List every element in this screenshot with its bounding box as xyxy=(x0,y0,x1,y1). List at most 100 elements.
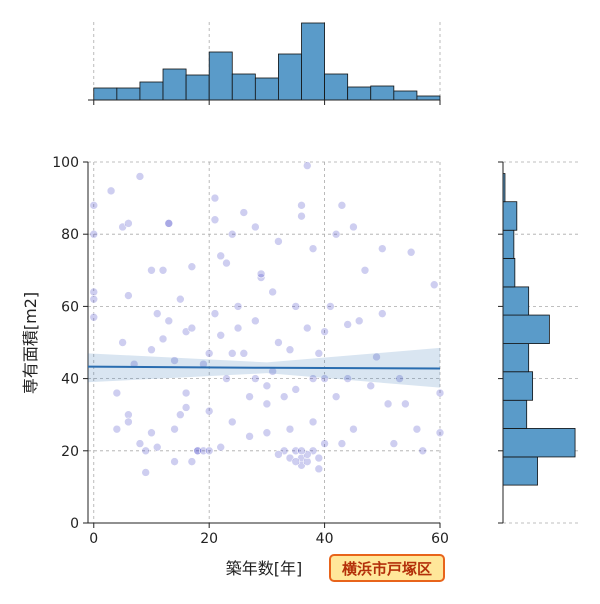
point xyxy=(401,399,410,409)
point xyxy=(245,392,254,401)
point xyxy=(308,374,318,383)
point xyxy=(210,215,220,225)
point xyxy=(291,385,301,394)
x-tick-label: 40 xyxy=(316,531,334,547)
point xyxy=(216,251,226,261)
point xyxy=(89,312,99,322)
point xyxy=(135,172,145,181)
histogram-bar xyxy=(162,68,187,101)
point xyxy=(170,457,179,466)
histogram-bar xyxy=(301,22,325,101)
x-tick-label: 60 xyxy=(431,531,449,547)
point xyxy=(302,161,312,170)
point xyxy=(112,424,122,434)
histogram-bar xyxy=(393,90,418,101)
point xyxy=(147,345,156,355)
point xyxy=(291,302,301,311)
point xyxy=(274,450,283,459)
point xyxy=(377,244,387,253)
point xyxy=(262,428,272,438)
point xyxy=(239,349,249,358)
point xyxy=(302,323,312,333)
histogram-bar xyxy=(370,85,395,101)
point xyxy=(251,222,260,232)
point xyxy=(395,374,404,383)
point xyxy=(170,356,179,365)
point xyxy=(274,237,283,246)
point xyxy=(124,291,133,300)
point xyxy=(268,287,277,297)
point xyxy=(297,446,306,456)
point xyxy=(181,403,191,412)
point xyxy=(89,229,99,239)
point xyxy=(256,273,266,282)
point xyxy=(435,388,445,398)
point xyxy=(429,280,439,290)
y-tick-label: 80 xyxy=(61,227,79,243)
point xyxy=(251,374,260,383)
point xyxy=(418,446,427,456)
point xyxy=(314,453,324,463)
point xyxy=(222,258,231,268)
point xyxy=(204,349,214,358)
point xyxy=(274,338,283,347)
point xyxy=(124,219,133,228)
point xyxy=(297,201,306,210)
point xyxy=(308,244,318,253)
histogram-bar xyxy=(231,73,256,101)
point xyxy=(337,439,347,448)
point xyxy=(320,327,329,336)
point xyxy=(222,374,231,383)
point xyxy=(285,424,295,434)
point xyxy=(187,323,197,333)
point xyxy=(320,439,329,448)
point xyxy=(412,424,422,434)
point xyxy=(158,334,168,344)
point xyxy=(164,316,174,326)
point xyxy=(343,374,352,383)
histogram-bar xyxy=(502,343,530,373)
y-tick-label: 0 xyxy=(70,516,79,532)
point xyxy=(435,428,445,438)
histogram-bar xyxy=(254,77,279,101)
point xyxy=(256,269,266,279)
x-axis-label: 築年数[年] xyxy=(226,559,303,578)
point xyxy=(279,392,289,401)
point xyxy=(176,410,185,420)
point xyxy=(383,399,393,409)
point xyxy=(349,222,358,232)
y-tick-label: 20 xyxy=(61,444,79,460)
point xyxy=(176,294,185,304)
point xyxy=(89,294,99,304)
point xyxy=(216,330,226,340)
histogram-bar xyxy=(502,399,528,429)
y-tick-label: 40 xyxy=(61,372,79,388)
point xyxy=(302,457,312,466)
point xyxy=(239,208,249,217)
point xyxy=(204,446,214,456)
histogram-bar xyxy=(347,86,372,101)
point xyxy=(216,442,226,452)
point xyxy=(331,392,341,401)
histogram-bar xyxy=(502,371,534,401)
y-axis-label: 専有面積[m2] xyxy=(21,292,40,394)
point xyxy=(372,352,381,362)
histogram-bar xyxy=(502,428,576,458)
point xyxy=(152,442,162,452)
point xyxy=(314,464,324,474)
point xyxy=(187,457,197,466)
point xyxy=(141,468,151,477)
x-tick-label: 20 xyxy=(200,531,218,547)
histogram-bar xyxy=(324,73,349,101)
point xyxy=(262,399,272,409)
histogram-bar xyxy=(502,314,550,344)
histogram-bar xyxy=(502,257,516,288)
point xyxy=(118,338,127,347)
point xyxy=(262,381,272,391)
point xyxy=(152,309,162,318)
point xyxy=(124,410,133,420)
point xyxy=(106,186,116,196)
point xyxy=(360,265,370,275)
point xyxy=(233,323,243,333)
